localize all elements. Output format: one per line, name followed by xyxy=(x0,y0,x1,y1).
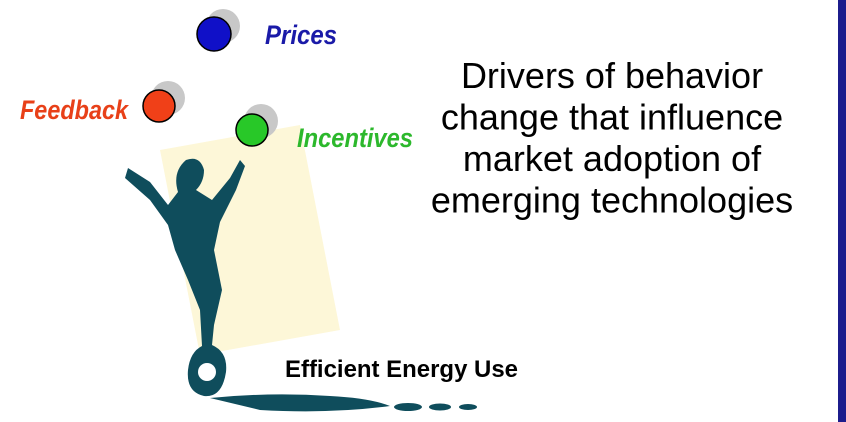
ball xyxy=(197,17,231,51)
ground-shadow xyxy=(210,394,390,411)
side-bar xyxy=(838,0,846,422)
heading-line: market adoption of xyxy=(463,138,762,179)
label-incentives: Incentives xyxy=(297,123,413,153)
slide: Prices Feedback Incentives Drivers of be… xyxy=(0,0,846,422)
caption: Efficient Energy Use xyxy=(285,356,518,383)
label-prices: Prices xyxy=(265,20,337,50)
ground-shadow xyxy=(429,404,451,411)
wheel-hub xyxy=(198,363,216,381)
heading-line: Drivers of behavior xyxy=(461,55,763,96)
ground-shadow xyxy=(459,404,477,410)
ball xyxy=(236,114,268,146)
heading-line: emerging technologies xyxy=(431,180,793,221)
ground-shadow xyxy=(394,403,422,411)
ball xyxy=(143,90,175,122)
label-feedback: Feedback xyxy=(20,95,130,125)
heading-line: change that influence xyxy=(441,97,783,138)
